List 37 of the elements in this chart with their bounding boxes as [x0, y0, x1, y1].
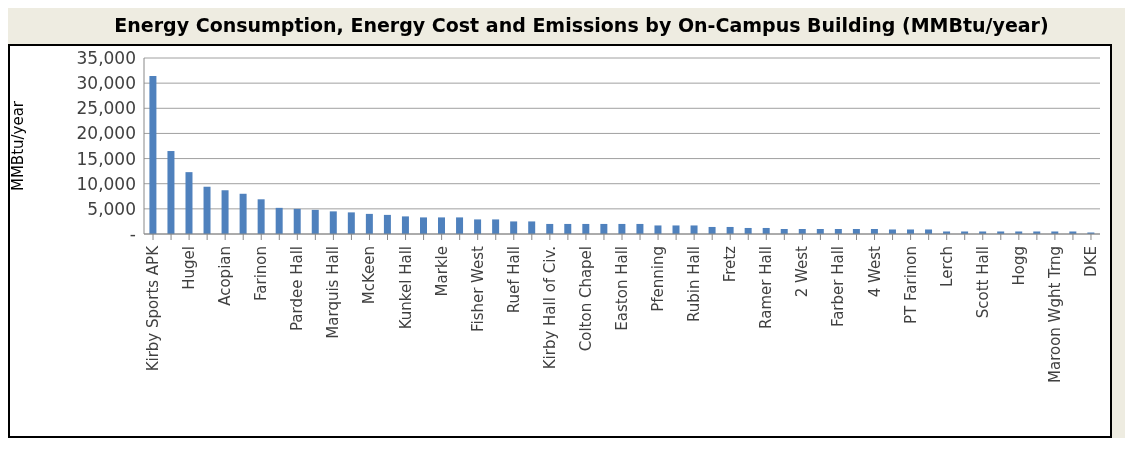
x-tick-label: Easton Hall — [613, 246, 631, 331]
x-tick-label: 2 West — [793, 245, 812, 298]
x-tick-label: Ramer Hall — [757, 246, 776, 329]
x-tick-label: Ruef Hall — [504, 246, 523, 314]
x-tick-label: 4 West — [865, 245, 884, 298]
x-tick-label: Acopian — [216, 246, 235, 306]
x-tick-label: Hogg — [1009, 246, 1028, 286]
x-tick-label: Colton Chapel — [576, 246, 595, 352]
x-tick-label: Hugel — [180, 246, 199, 290]
y-axis-title: MMBtu/year — [9, 100, 28, 192]
x-tick-label: Fisher West — [468, 245, 487, 333]
x-tick-label: Kirby Hall of Civ. — [540, 246, 559, 370]
x-tick-label: Scott Hall — [973, 246, 992, 319]
x-tick-label: Marquis Hall — [324, 246, 343, 339]
x-tick-label: PT Farinon — [901, 246, 920, 324]
x-tick-label: Markle — [432, 246, 451, 297]
x-tick-label: Farinon — [252, 246, 271, 301]
y-tick-label: 15,000 — [76, 148, 136, 169]
x-tick-label: Kirby Sports APK — [144, 244, 163, 372]
y-tick-label: 30,000 — [76, 73, 136, 94]
x-tick-label: Fretz — [721, 245, 740, 283]
x-tick-label: Farber Hall — [829, 246, 848, 328]
x-tick-label: Maroon Wght Trng — [1045, 246, 1064, 383]
y-tick-label: 35,000 — [76, 48, 136, 69]
x-tick-label: McKeen — [360, 246, 379, 305]
y-tick-label: 25,000 — [76, 98, 136, 119]
y-tick-label: 5,000 — [87, 198, 136, 219]
x-tick-label: Lerch — [937, 246, 956, 287]
x-tick-label: DKE — [1081, 246, 1100, 277]
x-tick-label: Pardee Hall — [288, 246, 307, 332]
y-tick-label: - — [129, 224, 136, 245]
x-tick-label: Kunkel Hall — [396, 246, 415, 330]
y-tick-label: 20,000 — [76, 123, 136, 144]
chart-title: Energy Consumption, Energy Cost and Emissions by On-Campus Building (MMBtu/year) — [113, 13, 1050, 38]
x-tick-label: Pfenning — [649, 246, 668, 312]
x-tick-label: Rubin Hall — [685, 246, 704, 323]
y-tick-label: 10,000 — [76, 173, 136, 194]
